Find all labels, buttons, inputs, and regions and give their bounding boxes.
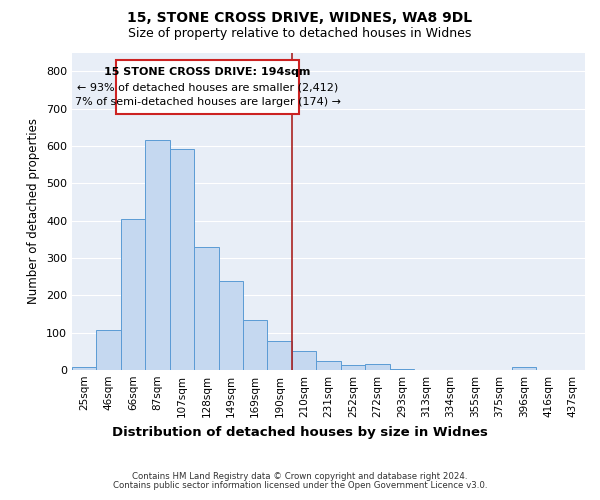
Bar xyxy=(292,350,316,370)
Bar xyxy=(218,282,243,370)
Y-axis label: Number of detached properties: Number of detached properties xyxy=(28,118,40,304)
Bar xyxy=(170,149,194,370)
Bar xyxy=(72,367,97,370)
Text: 7% of semi-detached houses are larger (174) →: 7% of semi-detached houses are larger (1… xyxy=(74,96,341,106)
Bar xyxy=(389,368,414,370)
FancyBboxPatch shape xyxy=(116,60,299,114)
Text: Contains HM Land Registry data © Crown copyright and database right 2024.: Contains HM Land Registry data © Crown c… xyxy=(132,472,468,481)
Bar xyxy=(365,364,389,370)
Bar xyxy=(97,330,121,370)
Bar xyxy=(145,140,170,370)
Text: 15 STONE CROSS DRIVE: 194sqm: 15 STONE CROSS DRIVE: 194sqm xyxy=(104,66,311,76)
Bar xyxy=(194,246,218,370)
Bar xyxy=(121,219,145,370)
Text: Size of property relative to detached houses in Widnes: Size of property relative to detached ho… xyxy=(128,28,472,40)
Text: Distribution of detached houses by size in Widnes: Distribution of detached houses by size … xyxy=(112,426,488,439)
Text: 15, STONE CROSS DRIVE, WIDNES, WA8 9DL: 15, STONE CROSS DRIVE, WIDNES, WA8 9DL xyxy=(127,12,473,26)
Bar xyxy=(341,365,365,370)
Bar xyxy=(316,360,341,370)
Text: Contains public sector information licensed under the Open Government Licence v3: Contains public sector information licen… xyxy=(113,481,487,490)
Bar xyxy=(512,367,536,370)
Text: ← 93% of detached houses are smaller (2,412): ← 93% of detached houses are smaller (2,… xyxy=(77,82,338,92)
Bar xyxy=(268,341,292,370)
Bar xyxy=(243,320,268,370)
